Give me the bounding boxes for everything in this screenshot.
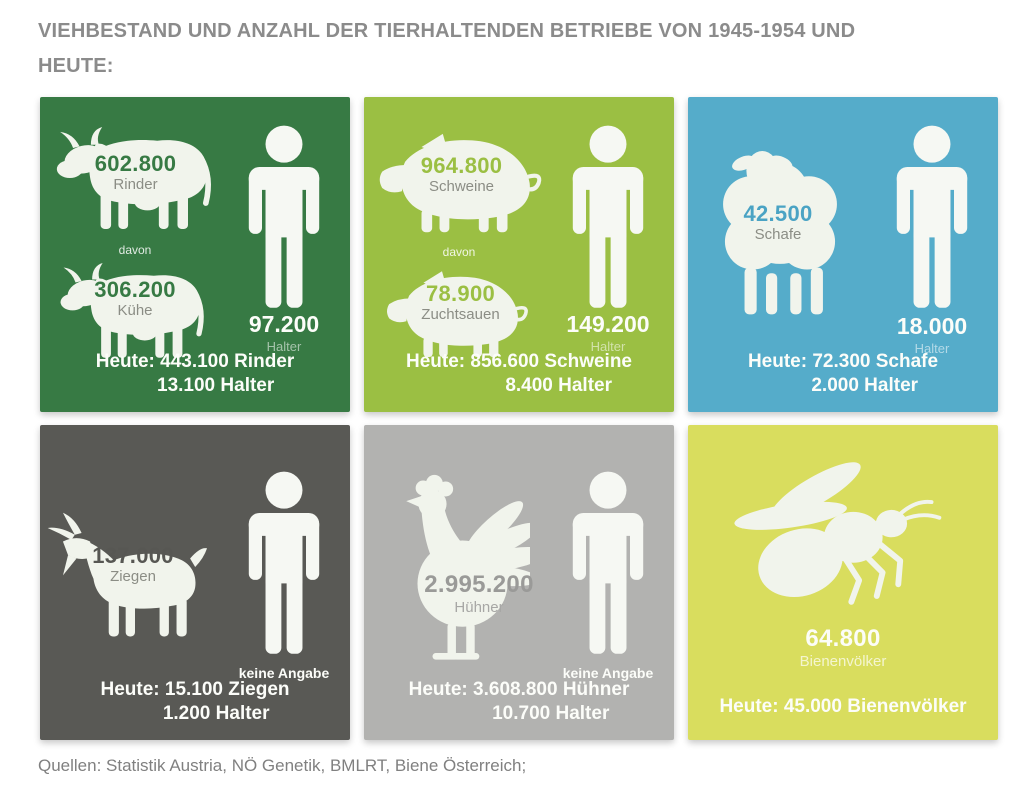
panel-grid: 602.800 Rinder davon 306.200 (40, 97, 998, 740)
person-icon (564, 123, 652, 308)
pig-count-value: 964.800 (420, 153, 503, 178)
cattle-count: 602.800 Rinder (68, 151, 203, 194)
panel-schweine: 964.800 Schweine davon 78.900 Zuchtsauen (364, 97, 674, 412)
cattle-count-label: Rinder (113, 176, 158, 194)
cow-count-value: 306.200 (94, 277, 176, 302)
holder-no-data-label: keine Angabe (562, 665, 654, 681)
heute-line1: Heute: 45.000 Bienenvölker (719, 696, 967, 718)
sow-icon (382, 267, 532, 360)
chicken-count-value: 2.995.200 (424, 571, 534, 598)
heute-summary: Heute: 443.100 Rinder 13.100 Halter (40, 350, 350, 399)
heute-line1: Heute: 3.608.800 Hühner (408, 678, 630, 700)
person-icon (240, 123, 328, 308)
page-title: VIEHBESTAND UND ANZAHL DER TIERHALTENDEN… (38, 14, 988, 84)
goat-count-value: 137.000 (92, 543, 174, 568)
holder-no-data-label: keine Angabe (238, 665, 330, 681)
panel-rinder: 602.800 Rinder davon 306.200 (40, 97, 350, 412)
holder-count-value: 18.000 (896, 313, 968, 339)
person-icon (564, 469, 652, 654)
cattle-icon (52, 127, 222, 232)
cow-count-label: Kühe (117, 302, 153, 320)
sources-line: Quellen: Statistik Austria, NÖ Genetik, … (38, 756, 527, 775)
panel-bienen: 64.800 Bienenvölker Heute: 45.000 Bienen… (688, 425, 998, 740)
heute-line2: 8.400 Halter (505, 375, 612, 397)
davon-label: davon (442, 245, 476, 259)
heute-line2: 10.700 Halter (492, 703, 610, 725)
holder-count-label: Halter (914, 341, 950, 356)
pig-icon (374, 129, 546, 235)
heute-line1: Heute: 72.300 Schafe (747, 350, 939, 372)
goat-icon (46, 511, 224, 638)
panel-ziegen: 137.000 Ziegen keine Angabe Heute: 15.10… (40, 425, 350, 740)
heute-line1: Heute: 15.100 Ziegen (100, 678, 290, 700)
pig-count: 964.800 Schweine (394, 153, 529, 196)
rooster-icon (380, 473, 530, 675)
holder-count: 18.000 Halter (876, 313, 988, 356)
sow-count-value: 78.900 (425, 281, 496, 306)
sow-count: 78.900 Zuchtsauen (398, 281, 523, 324)
sheep-count: 42.500 Schafe (713, 201, 843, 244)
bee-count-value: 64.800 (805, 625, 881, 652)
davon-label: davon (118, 243, 152, 257)
heute-summary: Heute: 3.608.800 Hühner 10.700 Halter (364, 678, 674, 727)
holder-count-value: 149.200 (566, 311, 650, 337)
heute-line2: 1.200 Halter (162, 703, 270, 725)
goat-count-label: Ziegen (110, 568, 156, 586)
page-title-line1: VIEHBESTAND UND ANZAHL DER TIERHALTENDEN… (38, 20, 856, 42)
heute-line2: 2.000 Halter (811, 375, 919, 397)
heute-line1: Heute: 443.100 Rinder (95, 350, 295, 372)
pig-count-label: Schweine (428, 178, 495, 196)
holder-count: 97.200 Halter (228, 311, 340, 354)
holder-count-label: Halter (266, 339, 302, 354)
panel-schafe: 42.500 Schafe 18.000 Halter Heute: 72.30… (688, 97, 998, 412)
panel-huehner: 2.995.200 Hühner keine Angabe Heute: 3.6… (364, 425, 674, 740)
heute-summary: Heute: 856.600 Schweine 8.400 Halter (364, 350, 674, 399)
cow-count: 306.200 Kühe (70, 277, 200, 320)
holder-count-value: 97.200 (248, 311, 320, 337)
sow-count-label: Zuchtsauen (421, 306, 500, 324)
holder-count-label: Halter (590, 339, 626, 354)
person-icon (888, 123, 976, 308)
bee-count: 64.800 Bienenvölker (688, 625, 998, 670)
holder-count: 149.200 Halter (552, 311, 664, 354)
heute-summary: Heute: 45.000 Bienenvölker (688, 695, 998, 720)
sheep-icon (710, 137, 850, 319)
page-title-line2: HEUTE: (38, 55, 114, 77)
goat-count: 137.000 Ziegen (68, 543, 198, 586)
sheep-count-label: Schafe (754, 226, 802, 244)
bee-icon (730, 461, 955, 618)
chicken-count: 2.995.200 Hühner (384, 571, 574, 616)
cow-icon (56, 263, 214, 361)
heute-line2: 13.100 Halter (157, 375, 275, 397)
heute-summary: Heute: 72.300 Schafe 2.000 Halter (688, 350, 998, 399)
person-icon (240, 469, 328, 654)
heute-line1: Heute: 856.600 Schweine (406, 350, 632, 372)
bee-count-label: Bienenvölker (799, 652, 887, 670)
chicken-count-label: Hühner (454, 598, 504, 616)
sheep-count-value: 42.500 (743, 201, 813, 226)
cattle-count-value: 602.800 (94, 151, 177, 176)
heute-summary: Heute: 15.100 Ziegen 1.200 Halter (40, 678, 350, 727)
